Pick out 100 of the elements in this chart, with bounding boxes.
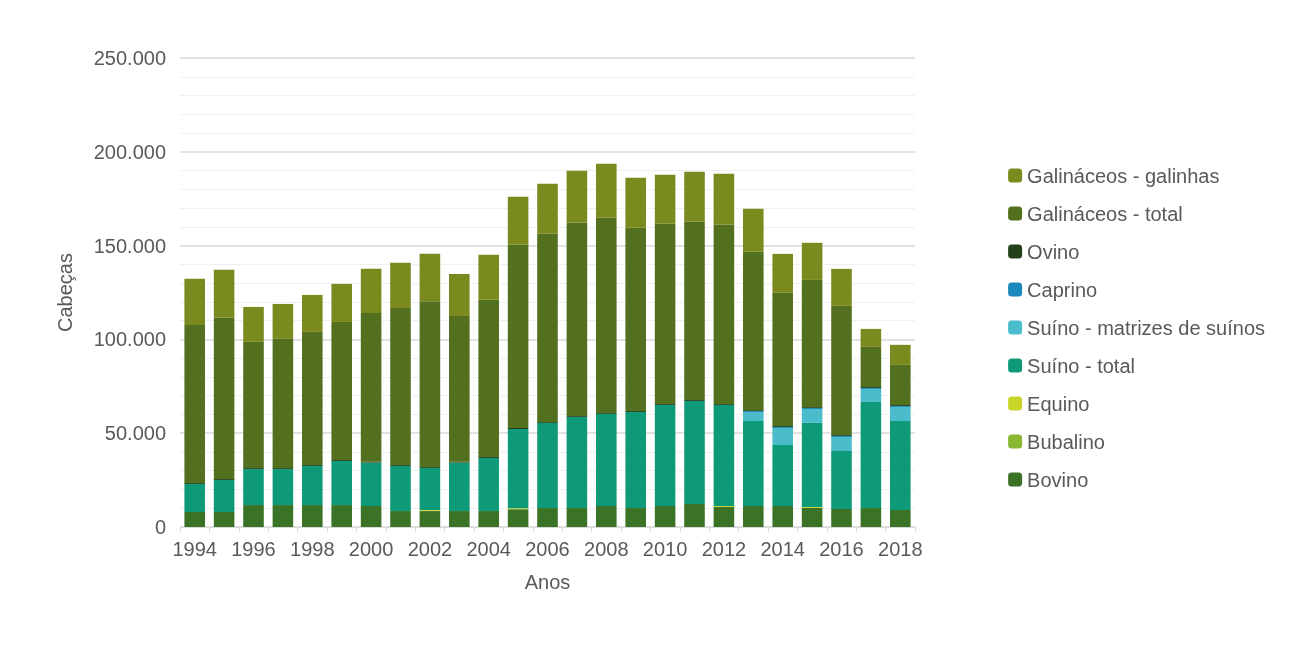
- bar: [772, 445, 793, 506]
- bar: [596, 413, 617, 506]
- bar: [713, 173, 735, 225]
- bar: [302, 466, 323, 506]
- bar: [419, 467, 441, 511]
- bar: [831, 268, 852, 306]
- x-tick-label: 2002: [407, 538, 453, 560]
- bar: [449, 462, 470, 512]
- bar: [625, 177, 646, 228]
- bar: [801, 409, 823, 423]
- legend-label: Bovino: [1027, 468, 1089, 491]
- bar: [213, 479, 235, 512]
- bar: [890, 421, 911, 510]
- bar: [331, 505, 352, 527]
- legend-label: Bubalino: [1027, 430, 1105, 453]
- x-tick-label: 2018: [878, 538, 923, 560]
- x-tick-label: 1998: [290, 538, 335, 560]
- bar: [213, 511, 235, 527]
- bar: [743, 251, 764, 411]
- bar: [537, 508, 558, 527]
- bar: [860, 401, 882, 509]
- bar: [537, 233, 558, 422]
- legend-label: Galináceos - total: [1027, 202, 1183, 225]
- legend-label: Galináceos - galinhas: [1027, 164, 1220, 187]
- bar: [890, 509, 911, 527]
- bar: [772, 505, 793, 527]
- bar: [890, 344, 911, 365]
- x-tick-label: 2014: [760, 538, 805, 560]
- bar: [654, 404, 676, 506]
- x-tick-label: 2006: [525, 538, 570, 560]
- bar: [743, 505, 764, 527]
- bar: [566, 170, 588, 223]
- x-tick-label: 2010: [642, 538, 688, 560]
- bar: [831, 451, 852, 509]
- bar: [596, 505, 617, 527]
- bar: [507, 428, 529, 509]
- bar: [831, 305, 852, 436]
- bar: [213, 269, 235, 318]
- bar: [390, 307, 411, 466]
- bar: [331, 283, 352, 322]
- bar: [272, 505, 294, 527]
- bar: [684, 503, 705, 527]
- bar: [390, 262, 411, 308]
- bar: [507, 509, 529, 527]
- bar: [302, 294, 323, 332]
- bar: [390, 466, 411, 512]
- bar: [449, 273, 470, 316]
- legend-label: Ovino: [1027, 240, 1080, 263]
- bar: [331, 460, 352, 506]
- bar: [243, 469, 264, 506]
- x-tick-label: 2012: [701, 538, 747, 560]
- y-tick-label: 100.000: [93, 328, 166, 351]
- bar: [625, 508, 646, 527]
- bar: [831, 436, 852, 452]
- y-tick-label: 200.000: [93, 140, 166, 163]
- bar: [272, 338, 294, 469]
- x-tick-label: 2008: [584, 538, 629, 560]
- bar: [684, 171, 705, 222]
- bar: [890, 406, 911, 422]
- bar: [743, 421, 764, 506]
- bar: [860, 388, 882, 402]
- bar: [419, 511, 441, 527]
- bar: [713, 506, 735, 527]
- x-tick-label: 2016: [819, 538, 864, 560]
- bar: [360, 462, 382, 506]
- bar: [184, 511, 205, 527]
- bar: [654, 174, 676, 224]
- bar: [713, 224, 735, 404]
- bar: [272, 303, 294, 339]
- bar: [596, 163, 617, 218]
- x-tick-label: 1996: [231, 538, 276, 560]
- bar: [243, 306, 264, 342]
- bar: [419, 301, 441, 467]
- bar: [801, 422, 823, 507]
- bar: [860, 346, 882, 388]
- bar: [831, 508, 852, 527]
- bar: [360, 505, 382, 527]
- bar: [596, 217, 617, 413]
- y-tick-label: 50.000: [104, 422, 166, 445]
- bar: [272, 469, 294, 506]
- bar: [566, 222, 588, 416]
- bar: [184, 484, 205, 512]
- bar: [625, 412, 646, 509]
- y-axis-title: Cabeças: [54, 253, 76, 332]
- bar: [772, 427, 793, 446]
- bar: [184, 324, 205, 484]
- bar: [507, 196, 529, 245]
- bar: [684, 400, 705, 504]
- bar: [243, 341, 264, 469]
- bar: [302, 331, 323, 466]
- bar: [654, 223, 676, 404]
- bar: [184, 278, 205, 325]
- x-tick-label: 1994: [172, 538, 217, 560]
- bar: [537, 422, 558, 509]
- bar: [566, 508, 588, 527]
- bar: [625, 227, 646, 412]
- bar: [772, 292, 793, 427]
- x-tick-label: 2000: [348, 538, 394, 560]
- y-tick-label: 250.000: [93, 47, 166, 69]
- bar: [213, 317, 235, 479]
